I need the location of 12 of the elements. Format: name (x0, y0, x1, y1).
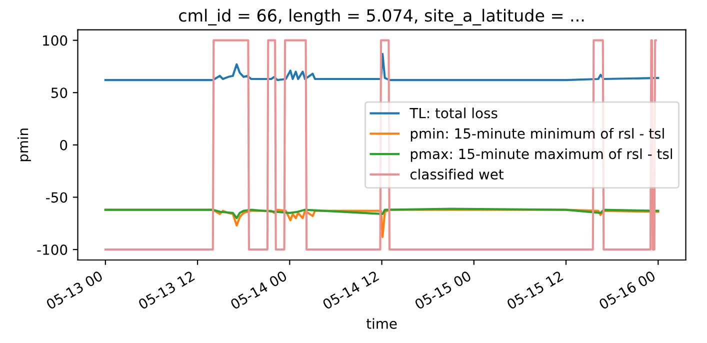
legend-label: TL: total loss (410, 108, 498, 118)
chart-title: cml_id = 66, length = 5.074, site_a_latitude = ... (179, 8, 584, 26)
y-tick-label: 0 (60, 140, 68, 150)
legend-label: pmin: 15-minute minimum of rsl - tsl (410, 128, 664, 142)
y-tick-label: -50 (46, 192, 68, 203)
y-tick-label: -100 (37, 244, 68, 256)
y-tick-label: 50 (51, 88, 68, 98)
legend-label: classified wet (410, 168, 504, 180)
y-tick-label: 100 (43, 35, 68, 46)
x-axis-title: time (366, 318, 397, 329)
legend-label: pmax: 15-minute maximum of rsl - tsl (410, 148, 672, 162)
y-axis-title: pmin (18, 128, 31, 162)
